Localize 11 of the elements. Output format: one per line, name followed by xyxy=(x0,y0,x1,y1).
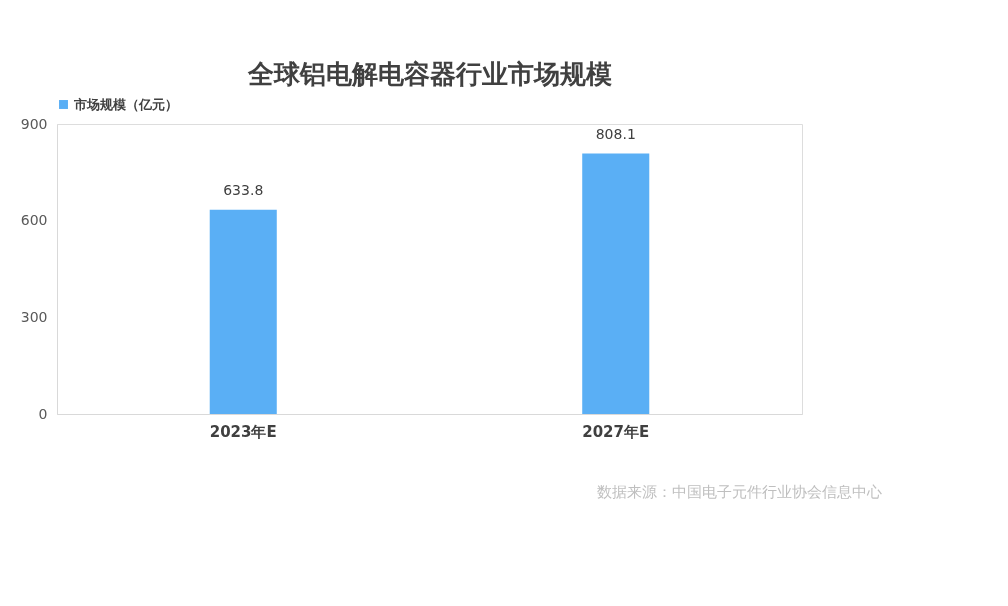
x-tick-label: 2023年E xyxy=(209,422,277,441)
chart-title: 全球铝电解电容器行业市场规模 xyxy=(246,59,612,89)
data-label: 633.8 xyxy=(223,181,264,198)
legend-label: 市场规模（亿元） xyxy=(73,96,178,112)
y-tick-label: 0 xyxy=(38,405,48,422)
y-tick-label: 900 xyxy=(20,115,48,132)
y-tick-label: 600 xyxy=(20,212,48,229)
data-label: 808.1 xyxy=(595,125,636,142)
y-tick-label: 300 xyxy=(20,308,48,325)
x-tick-label: 2027年E xyxy=(582,422,650,441)
source-note: 数据来源：中国电子元件行业协会信息中心 xyxy=(597,483,882,501)
